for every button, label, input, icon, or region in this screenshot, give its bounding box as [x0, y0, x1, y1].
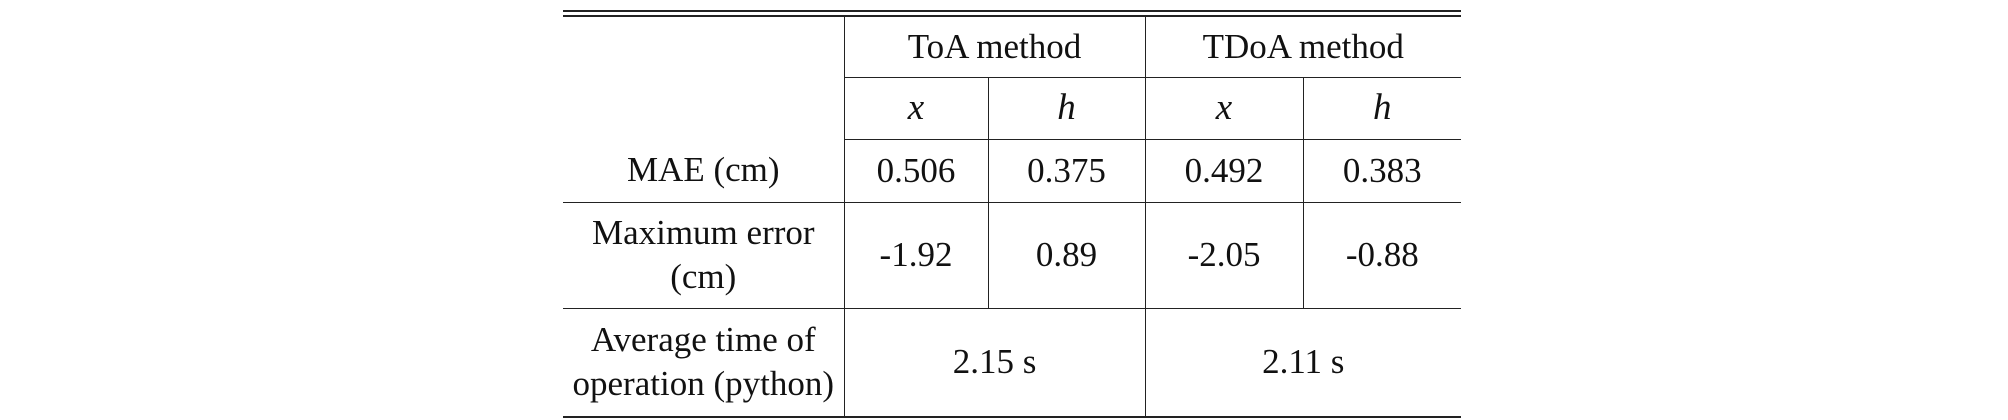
- merged-cell-tdoa-time: 2.11 s: [1145, 308, 1462, 418]
- table-row: Average time of operation (python) 2.15 …: [563, 308, 1462, 418]
- top-double-rule-upper: [563, 10, 1461, 12]
- table-cell: 0.89: [988, 202, 1146, 309]
- row-label-average-time: Average time of operation (python): [563, 308, 845, 418]
- row-label-mae: MAE (cm): [563, 139, 845, 203]
- table-cell: 0.383: [1303, 139, 1462, 203]
- row-label-maximum-error: Maximum error (cm): [563, 202, 845, 309]
- merged-cell-toa-time: 2.15 s: [844, 308, 1146, 418]
- table-row: Maximum error (cm) -1.92 0.89 -2.05 -0.8…: [563, 202, 1462, 309]
- group-header-tdoa: TDoA method: [1145, 16, 1462, 78]
- results-table-container: ToA method TDoA method x h x h MAE (cm) …: [563, 10, 1462, 418]
- group-header-toa: ToA method: [844, 16, 1146, 78]
- subheader-toa-x: x: [844, 77, 989, 140]
- table-cell: -2.05: [1145, 202, 1304, 309]
- group-header-row: ToA method TDoA method: [563, 16, 1462, 139]
- subheader-tdoa-h: h: [1303, 77, 1462, 140]
- row-label-line: (cm): [670, 257, 737, 296]
- corner-cell: [563, 16, 845, 139]
- top-double-rule-lower: [563, 15, 1461, 17]
- subheader-row: x h x h: [563, 77, 1462, 140]
- table-cell: 0.375: [988, 139, 1146, 203]
- results-table: ToA method TDoA method x h x h MAE (cm) …: [563, 16, 1462, 418]
- subheader-toa-h: h: [988, 77, 1146, 140]
- table-cell: -1.92: [844, 202, 989, 309]
- row-label-line: Average time of: [590, 320, 816, 359]
- table-cell: 0.506: [844, 139, 989, 203]
- table-cell: 0.492: [1145, 139, 1304, 203]
- table-cell: -0.88: [1303, 202, 1462, 309]
- subheader-tdoa-x: x: [1145, 77, 1304, 140]
- row-label-line: operation (python): [572, 364, 834, 403]
- table-row: MAE (cm) 0.506 0.375 0.492 0.383: [563, 139, 1462, 203]
- row-label-line: Maximum error: [591, 213, 815, 252]
